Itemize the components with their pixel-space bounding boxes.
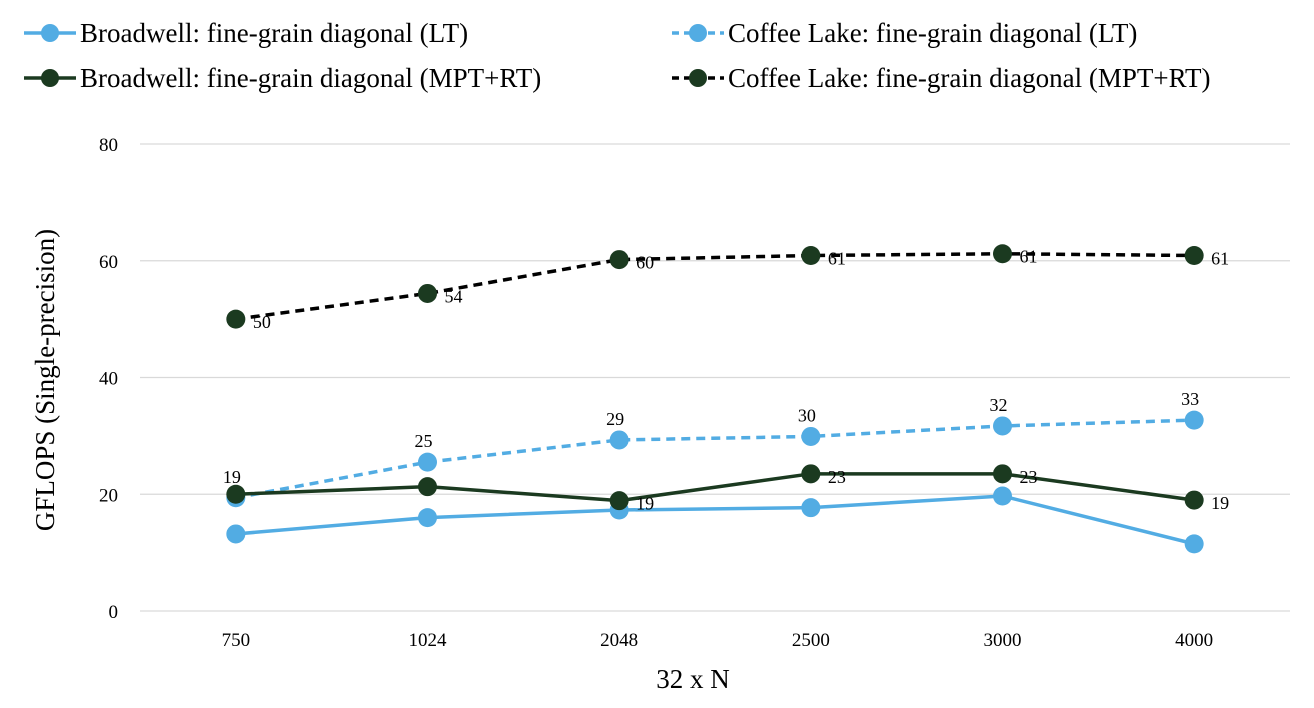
data-point[interactable] [993,486,1012,506]
data-point[interactable] [993,244,1012,264]
legend-swatch-broadwell-lt [24,24,76,42]
series-markers [226,244,1204,554]
data-point[interactable] [1184,245,1204,265]
data-point[interactable] [801,464,821,484]
data-label: 33 [1181,389,1199,409]
legend-label-broadwell-lt: Broadwell: fine-grain diagonal (LT) [80,17,469,48]
data-label: 19 [636,494,654,514]
legend-label-coffeelake-mpt: Coffee Lake: fine-grain diagonal (MPT+RT… [728,62,1211,93]
data-label: 54 [445,286,463,306]
y-tick-label: 60 [99,252,118,273]
series-line-0 [235,494,1195,546]
x-tick-label: 4000 [1175,630,1213,651]
legend-swatch-coffeelake-mpt [672,69,724,87]
data-label: 19 [1211,493,1229,513]
x-axis-ticks: 750 1024 2048 2500 3000 4000 [222,630,1214,651]
data-point[interactable] [226,524,246,544]
series-lines [235,251,1195,546]
legend-item-coffeelake-lt[interactable]: Coffee Lake: fine-grain diagonal (LT) [670,17,1137,49]
legend-swatch-coffeelake-lt [672,24,724,42]
x-tick-label: 750 [222,630,251,651]
x-tick-label: 1024 [409,630,448,651]
data-point[interactable] [1184,534,1204,554]
y-axis-ticks: 0 20 40 60 80 [99,135,118,623]
data-point[interactable] [609,491,629,511]
legend-label-broadwell-mpt: Broadwell: fine-grain diagonal (MPT+RT) [80,62,542,93]
legend-item-coffeelake-mpt[interactable]: Coffee Lake: fine-grain diagonal (MPT+RT… [670,62,1210,94]
series-line-2 [235,472,1195,503]
data-point[interactable] [226,484,246,504]
legend-item-broadwell-lt[interactable]: Broadwell: fine-grain diagonal (LT) [22,17,468,49]
data-point[interactable] [1184,410,1204,430]
legend-marker [41,24,59,42]
data-point[interactable] [418,283,437,303]
data-label: 30 [798,405,816,425]
data-label: 61 [1020,247,1038,267]
data-point[interactable] [1184,490,1204,510]
data-label: 29 [606,409,624,429]
data-point[interactable] [609,250,629,270]
x-tick-label: 3000 [984,630,1022,651]
legend-swatch-broadwell-mpt [24,69,76,87]
gridlines [140,143,1290,612]
data-label: 23 [1020,467,1038,487]
x-tick-label: 2500 [792,630,830,651]
data-label: 50 [253,312,271,332]
y-tick-label: 0 [109,602,119,623]
data-point[interactable] [993,464,1012,484]
data-point[interactable] [226,309,246,329]
series-line-1 [235,418,1195,500]
data-point[interactable] [418,477,437,497]
data-point[interactable] [801,498,821,518]
y-axis-title: GFLOPS (Single-precision) [30,229,60,531]
legend-marker [689,69,707,87]
data-label: 25 [415,431,433,451]
data-label: 61 [828,248,846,268]
data-label: 32 [990,395,1008,415]
data-label: 23 [828,467,846,487]
data-point[interactable] [993,416,1012,436]
series-line-3 [235,251,1195,321]
data-label: 19 [223,467,241,487]
data-label: 60 [636,253,654,273]
data-labels: 19 25 29 30 32 33 19 23 23 19 50 54 60 61 61 61 [223,247,1229,514]
y-tick-label: 20 [99,485,118,506]
legend-marker [41,69,59,87]
data-point[interactable] [801,245,821,265]
data-point[interactable] [609,430,629,450]
data-point[interactable] [418,452,437,472]
data-point[interactable] [801,426,821,446]
legend-item-broadwell-mpt[interactable]: Broadwell: fine-grain diagonal (MPT+RT) [22,62,541,94]
x-tick-label: 2048 [600,630,638,651]
legend-label-coffeelake-lt: Coffee Lake: fine-grain diagonal (LT) [728,17,1138,48]
y-tick-label: 80 [99,135,118,156]
data-label: 61 [1211,248,1229,268]
legend: Broadwell: fine-grain diagonal (LT) Coff… [0,14,1314,104]
legend-marker [689,24,707,42]
data-point[interactable] [418,508,437,528]
y-tick-label: 40 [99,369,118,390]
x-axis-title: 32 x N [656,664,730,694]
